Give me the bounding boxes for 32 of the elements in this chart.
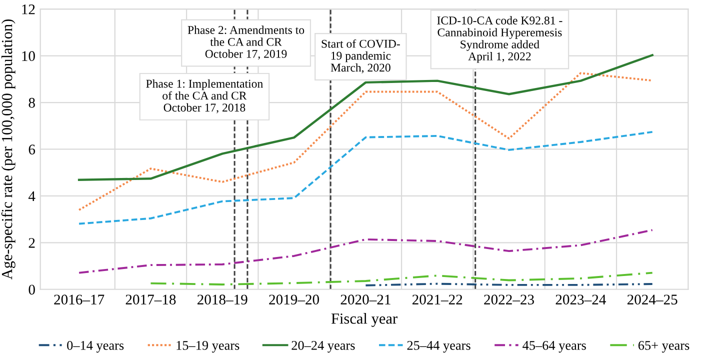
line-series bbox=[78, 130, 654, 225]
line-series bbox=[78, 229, 654, 274]
y-tick-label: 12 bbox=[22, 4, 35, 14]
x-axis-title: Fiscal year bbox=[331, 313, 398, 327]
annotation: Phase 2: Amendments to the CA and CR October 17, 2019 bbox=[188, 26, 304, 60]
y-tick-label: 10 bbox=[22, 51, 35, 62]
x-tick-label: 2017–18 bbox=[126, 294, 176, 305]
x-tick-label: 2019–20 bbox=[269, 294, 320, 305]
annotation: ICD-10-CA code K92.81 - Cannabinoid Hyperemesis Syndrome added April 1, 2022 bbox=[437, 16, 562, 63]
y-tick-label: 8 bbox=[28, 98, 35, 108]
x-tick-label: 2016–17 bbox=[54, 294, 104, 305]
y-axis-title: Age-specific rate (per 100,000 population) bbox=[1, 19, 16, 280]
legend-label: 65+ years bbox=[638, 340, 690, 353]
legend-label: 15–19 years bbox=[176, 340, 240, 353]
y-tick-label: 6 bbox=[28, 144, 36, 154]
y-tick-label: 0 bbox=[28, 284, 35, 295]
x-tick-label: 2024–25 bbox=[627, 294, 678, 305]
y-tick-label: 2 bbox=[28, 238, 35, 248]
x-tick-label: 2018–19 bbox=[197, 294, 248, 305]
annotation: Start of COVID- 19 pandemic March, 2020 bbox=[322, 39, 400, 74]
legend-label: 0–14 years bbox=[67, 340, 124, 353]
x-tick-label: 2023–24 bbox=[556, 294, 606, 305]
y-tick-label: 4 bbox=[28, 191, 36, 202]
x-tick-label: 2020–21 bbox=[340, 294, 390, 305]
annotation: Phase 1: Implementation of the CA and CR October 17, 2018 bbox=[146, 79, 263, 114]
line-series bbox=[78, 72, 654, 211]
x-tick-label: 2021–22 bbox=[412, 294, 462, 305]
legend-label: 45–64 years bbox=[522, 340, 586, 353]
x-tick-label: 2022–23 bbox=[484, 294, 534, 305]
legend-label: 20–24 years bbox=[292, 340, 355, 353]
line-series bbox=[150, 272, 654, 286]
legend-label: 25–44 years bbox=[407, 340, 470, 353]
